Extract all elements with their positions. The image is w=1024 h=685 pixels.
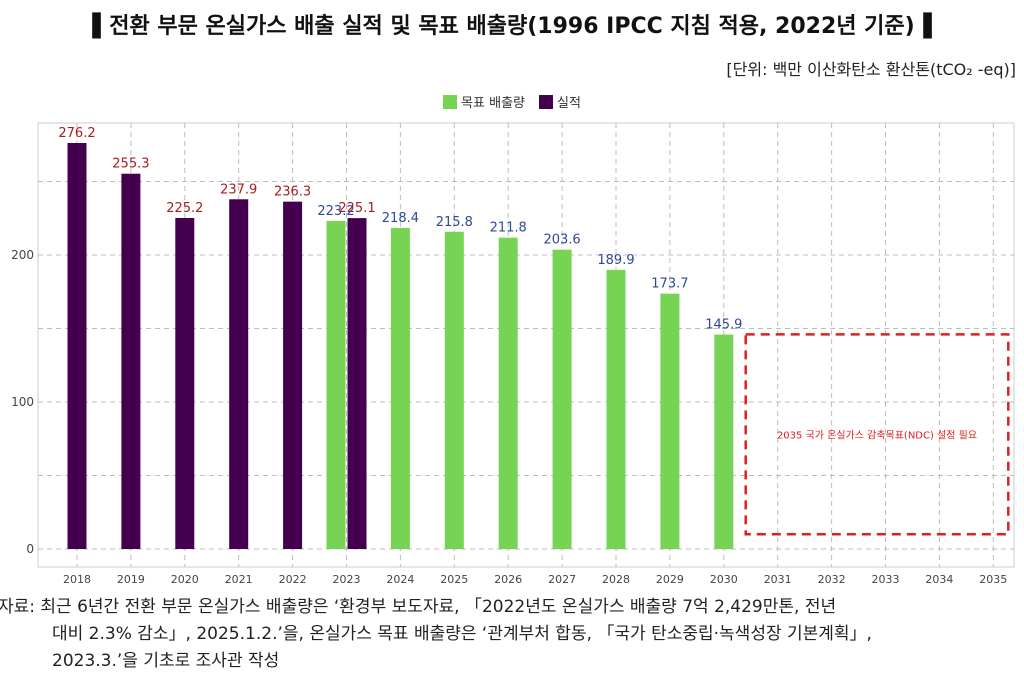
source-line-2: 대비 2.3% 감소」, 2025.1.2.’을, 온실가스 목표 배출량은 ‘… — [52, 624, 872, 644]
legend: 목표 배출량 실적 — [0, 92, 1024, 111]
ndc-annotation-box — [744, 333, 1010, 536]
y-tick-label: 0 — [26, 542, 34, 556]
source-note: 자료: 최근 6년간 전환 부문 온실가스 배출량은 ‘환경부 보도자료, 「2… — [0, 594, 1024, 675]
bar-target — [390, 227, 410, 549]
data-label-target: 218.4 — [382, 211, 419, 226]
data-label-target: 223.2 — [317, 204, 354, 219]
x-tick-label: 2033 — [872, 573, 900, 586]
data-label-actual: 237.9 — [220, 182, 257, 197]
data-label-actual: 225.1 — [338, 201, 375, 216]
ndc-annotation-text: 2035 국가 온실가스 감축목표(NDC) 설정 필요 — [777, 429, 977, 441]
data-label-actual: 255.3 — [112, 157, 149, 172]
data-label-target: 203.6 — [543, 233, 580, 248]
legend-label-actual: 실적 — [557, 96, 581, 111]
source-line-3: 2023.3.’을 기초로 조사관 작성 — [52, 651, 280, 671]
x-tick-label: 2024 — [386, 573, 414, 586]
unit-label: [단위: 백만 이산화탄소 환산톤(tCO₂ -eq)] — [726, 60, 1016, 79]
x-tick-label: 2020 — [171, 573, 199, 586]
bar-actual — [347, 218, 367, 549]
x-tick-label: 2018 — [63, 573, 91, 586]
data-label-target: 189.9 — [597, 253, 634, 268]
bar-target — [444, 231, 464, 550]
data-label-actual: 276.2 — [58, 126, 95, 141]
x-tick-label: 2019 — [117, 573, 145, 586]
bar-target — [552, 249, 572, 549]
x-tick-label: 2025 — [440, 573, 468, 586]
x-tick-label: 2021 — [225, 573, 253, 586]
source-line-1: 자료: 최근 6년간 전환 부문 온실가스 배출량은 ‘환경부 보도자료, 「2… — [0, 597, 837, 617]
data-label-target: 211.8 — [490, 221, 527, 236]
x-tick-label: 2035 — [979, 573, 1007, 586]
x-tick-label: 2027 — [548, 573, 576, 586]
x-tick-label: 2023 — [333, 573, 361, 586]
bar-target — [326, 220, 346, 549]
data-label-actual: 236.3 — [274, 185, 311, 200]
x-tick-label: 2029 — [656, 573, 684, 586]
legend-swatch-target — [443, 94, 458, 109]
x-tick-label: 2028 — [602, 573, 630, 586]
bar-target — [606, 269, 626, 549]
x-tick-label: 2022 — [279, 573, 307, 586]
data-label-target: 215.8 — [436, 215, 473, 230]
bar-actual — [283, 201, 303, 549]
x-tick-label: 2032 — [818, 573, 846, 586]
legend-label-target: 목표 배출량 — [461, 96, 525, 111]
bar-actual — [229, 199, 249, 550]
x-tick-label: 2034 — [925, 573, 953, 586]
plot-area — [37, 122, 1015, 568]
data-label-actual: 225.2 — [166, 201, 203, 216]
legend-item-target: 목표 배출량 — [443, 92, 525, 111]
x-tick-label: 2031 — [764, 573, 792, 586]
bar-actual — [121, 173, 141, 550]
legend-swatch-actual — [539, 94, 553, 109]
x-tick-label: 2026 — [494, 573, 522, 586]
bar-target — [660, 293, 680, 549]
x-tick-label: 2030 — [710, 573, 738, 586]
data-label-target: 145.9 — [705, 318, 742, 333]
bar-chart: 0 100 200 2018 2019 2020 2021 2022 2023 2024 2025 2… — [11, 122, 1015, 586]
y-tick-label: 200 — [11, 248, 34, 262]
y-tick-label: 100 — [11, 395, 34, 409]
bar-target — [714, 334, 734, 549]
bar-actual — [175, 217, 195, 549]
chart-title: ▌전환 부문 온실가스 배출 실적 및 목표 배출량(1996 IPCC 지침 … — [92, 14, 932, 39]
legend-item-actual: 실적 — [539, 92, 581, 111]
bar-actual — [67, 142, 87, 549]
bar-target — [498, 237, 518, 549]
data-label-target: 173.7 — [651, 277, 688, 292]
